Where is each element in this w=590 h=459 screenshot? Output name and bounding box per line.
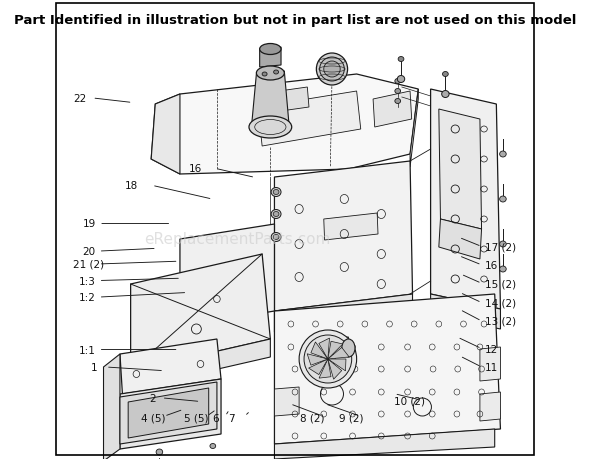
Polygon shape — [324, 213, 378, 241]
Polygon shape — [328, 359, 346, 371]
Polygon shape — [151, 95, 180, 174]
Polygon shape — [103, 354, 120, 459]
Text: 13 (2): 13 (2) — [485, 316, 516, 326]
Text: Part Identified in illustration but not in part list are not used on this model: Part Identified in illustration but not … — [14, 14, 576, 27]
Polygon shape — [480, 347, 500, 381]
Ellipse shape — [249, 117, 291, 139]
Text: 11: 11 — [485, 362, 499, 372]
Polygon shape — [328, 341, 343, 359]
Polygon shape — [274, 294, 500, 444]
Text: eReplacementParts.com: eReplacementParts.com — [143, 231, 330, 246]
Ellipse shape — [395, 99, 401, 104]
Ellipse shape — [274, 71, 278, 75]
Ellipse shape — [271, 210, 281, 219]
Ellipse shape — [395, 79, 401, 84]
Text: 12: 12 — [485, 344, 499, 354]
Polygon shape — [130, 339, 270, 389]
Polygon shape — [130, 254, 270, 371]
Polygon shape — [309, 359, 328, 375]
Polygon shape — [274, 387, 299, 416]
Ellipse shape — [500, 196, 506, 202]
Text: 21 (2): 21 (2) — [73, 259, 104, 269]
Polygon shape — [328, 359, 342, 380]
Polygon shape — [274, 429, 494, 459]
Ellipse shape — [304, 335, 352, 383]
Text: 1:1: 1:1 — [79, 345, 96, 355]
Ellipse shape — [210, 443, 216, 448]
Polygon shape — [319, 338, 329, 359]
Ellipse shape — [156, 449, 163, 455]
Text: 2: 2 — [149, 393, 156, 403]
Ellipse shape — [257, 67, 284, 81]
Text: 1:2: 1:2 — [79, 292, 96, 302]
Text: 16: 16 — [189, 164, 202, 174]
Ellipse shape — [500, 151, 506, 157]
Text: 17 (2): 17 (2) — [485, 242, 516, 252]
Polygon shape — [251, 72, 289, 128]
Text: 1:3: 1:3 — [79, 276, 96, 286]
Ellipse shape — [398, 57, 404, 62]
Ellipse shape — [271, 233, 281, 242]
Polygon shape — [120, 379, 221, 449]
Polygon shape — [307, 337, 349, 359]
Polygon shape — [431, 90, 500, 309]
Text: 15 (2): 15 (2) — [485, 279, 516, 289]
Text: 4 (5): 4 (5) — [141, 413, 165, 423]
Ellipse shape — [320, 58, 345, 82]
Polygon shape — [431, 294, 500, 329]
Polygon shape — [120, 339, 221, 394]
Text: 5 (5): 5 (5) — [185, 413, 209, 423]
Ellipse shape — [273, 212, 279, 217]
Polygon shape — [311, 342, 328, 359]
Polygon shape — [128, 388, 209, 438]
Text: 22: 22 — [73, 94, 86, 104]
Polygon shape — [260, 48, 281, 68]
Ellipse shape — [324, 62, 340, 78]
Polygon shape — [151, 75, 418, 174]
Polygon shape — [258, 92, 360, 147]
Text: 6: 6 — [212, 413, 219, 423]
Ellipse shape — [271, 188, 281, 197]
Ellipse shape — [316, 54, 348, 86]
Ellipse shape — [500, 266, 506, 272]
Polygon shape — [120, 382, 217, 444]
Text: 20: 20 — [83, 246, 96, 257]
Text: 10 (2): 10 (2) — [394, 395, 425, 405]
Ellipse shape — [342, 339, 355, 357]
Text: 7: 7 — [228, 413, 235, 423]
Polygon shape — [439, 110, 481, 230]
Polygon shape — [180, 224, 274, 327]
Ellipse shape — [397, 76, 405, 84]
Text: 1: 1 — [90, 362, 97, 372]
Ellipse shape — [260, 45, 281, 56]
Polygon shape — [439, 219, 481, 259]
Ellipse shape — [442, 91, 449, 98]
Polygon shape — [274, 294, 412, 332]
Ellipse shape — [395, 90, 401, 94]
Polygon shape — [373, 92, 412, 128]
Ellipse shape — [320, 352, 335, 366]
Polygon shape — [319, 359, 331, 378]
Polygon shape — [274, 162, 412, 311]
Polygon shape — [258, 88, 309, 115]
Ellipse shape — [262, 73, 267, 77]
Text: 9 (2): 9 (2) — [339, 413, 363, 423]
Text: 14 (2): 14 (2) — [485, 298, 516, 308]
Polygon shape — [480, 392, 500, 421]
Ellipse shape — [299, 330, 356, 388]
Ellipse shape — [324, 355, 332, 363]
Text: 18: 18 — [124, 181, 137, 191]
Ellipse shape — [442, 73, 448, 77]
Polygon shape — [328, 347, 349, 359]
Polygon shape — [410, 90, 418, 168]
Ellipse shape — [273, 235, 279, 240]
Polygon shape — [307, 354, 328, 365]
Text: 16: 16 — [485, 260, 499, 270]
Text: 8 (2): 8 (2) — [300, 413, 325, 423]
Text: 19: 19 — [83, 219, 96, 229]
Ellipse shape — [273, 190, 279, 195]
Ellipse shape — [500, 241, 506, 247]
